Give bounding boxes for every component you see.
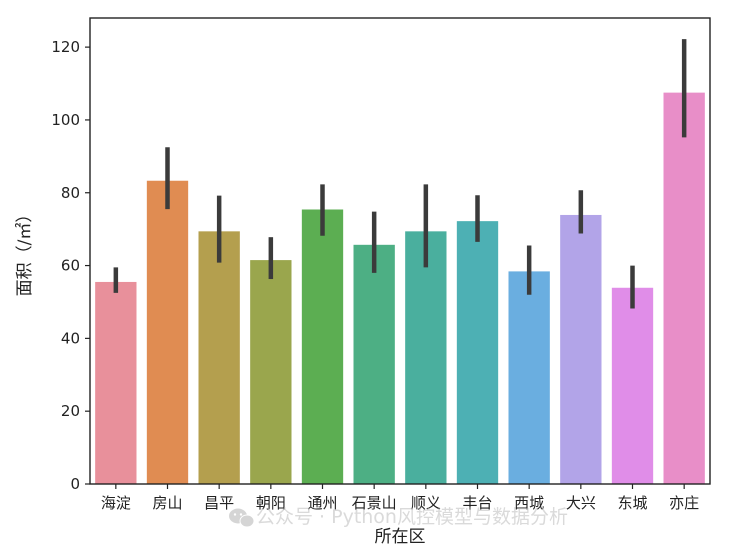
- y-tick-label-1: 20: [61, 402, 80, 420]
- x-tick-label-11: 亦庄: [669, 494, 699, 512]
- y-tick-label-4: 80: [61, 184, 80, 202]
- y-tick-label-2: 40: [61, 329, 80, 347]
- x-axis-label: 所在区: [375, 527, 426, 547]
- bar-0: [95, 281, 137, 484]
- y-axis-label: 面积（/㎡）: [15, 206, 35, 297]
- x-tick-label-2: 昌平: [204, 494, 234, 512]
- watermark: 公众号 · Python风控模型与数据分析: [229, 506, 568, 528]
- wechat-icon: [229, 508, 255, 528]
- x-axis-ticks: 海淀 房山 昌平 朝阳 通州 石景山 顺义 丰台 西城 大兴 东城 亦庄: [101, 484, 699, 512]
- watermark-text: 公众号 · Python风控模型与数据分析: [256, 506, 568, 528]
- y-tick-label-0: 0: [70, 475, 80, 493]
- y-tick-label-5: 100: [51, 111, 80, 129]
- x-tick-label-3: 朝阳: [256, 494, 286, 512]
- bar-8: [508, 271, 550, 484]
- bar-10: [611, 287, 654, 484]
- bar-2: [198, 231, 240, 484]
- bar-11: [663, 92, 705, 484]
- bar-4: [301, 209, 344, 484]
- y-tick-label-3: 60: [61, 257, 80, 275]
- bar-3: [250, 260, 292, 484]
- bar-5: [353, 244, 395, 484]
- x-tick-label-0: 海淀: [101, 494, 131, 512]
- x-tick-label-1: 房山: [152, 494, 182, 512]
- x-tick-label-9: 大兴: [566, 494, 596, 512]
- y-tick-label-6: 120: [51, 38, 80, 56]
- errorbars-group: [113, 39, 687, 309]
- bar-1: [146, 180, 189, 484]
- x-tick-label-4: 通州: [307, 494, 337, 512]
- bars-group: [95, 92, 705, 484]
- x-tick-label-10: 东城: [617, 494, 647, 512]
- bar-9: [560, 214, 602, 484]
- bar-7: [456, 221, 499, 484]
- plot-frame: [89, 17, 711, 485]
- bar-6: [405, 231, 447, 484]
- x-tick-label-6: 顺义: [411, 494, 441, 512]
- y-axis-ticks: 0 20 40 60 80 100 120: [51, 38, 90, 493]
- x-tick-label-8: 西城: [514, 494, 544, 512]
- x-tick-label-5: 石景山: [352, 494, 397, 512]
- x-tick-label-7: 丰台: [462, 494, 492, 512]
